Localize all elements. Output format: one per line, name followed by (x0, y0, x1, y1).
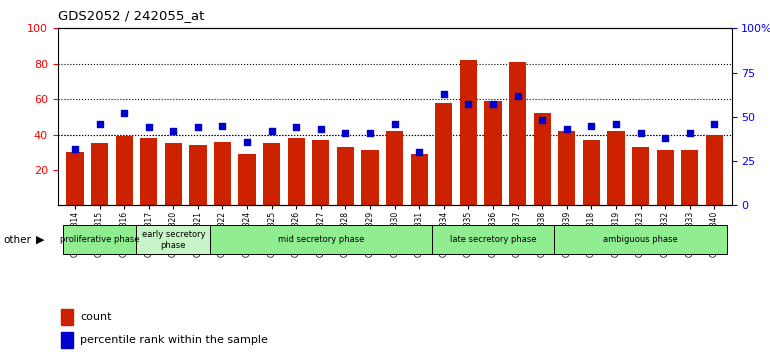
Point (437, 91, 450, 97)
Bar (632, 147, 649, 205)
Bar (61, 309, 73, 325)
Bar (534, 113, 551, 205)
Point (684, 130, 696, 136)
Bar (386, 131, 403, 205)
Point (142, 125, 155, 130)
Bar (583, 140, 600, 205)
FancyBboxPatch shape (554, 225, 727, 254)
Text: ambiguous phase: ambiguous phase (603, 235, 678, 244)
Point (708, 121, 721, 127)
Point (266, 128, 278, 134)
Point (290, 125, 303, 130)
FancyBboxPatch shape (136, 225, 210, 254)
Text: early secretory
phase: early secretory phase (142, 230, 205, 250)
Point (462, 102, 474, 107)
Point (315, 126, 327, 132)
Point (634, 130, 647, 136)
Bar (484, 101, 501, 205)
Text: mid secretory phase: mid secretory phase (278, 235, 364, 244)
Point (388, 121, 400, 127)
Bar (313, 140, 330, 205)
Bar (681, 150, 698, 205)
Bar (116, 136, 132, 205)
Point (659, 135, 671, 141)
Text: other: other (3, 235, 31, 245)
Bar (460, 60, 477, 205)
Bar (239, 154, 256, 205)
Point (340, 130, 352, 136)
FancyBboxPatch shape (431, 225, 554, 254)
Bar (91, 143, 108, 205)
Text: ▶: ▶ (36, 235, 45, 245)
Bar (410, 154, 428, 205)
Bar (263, 143, 280, 205)
Bar (608, 131, 624, 205)
Text: count: count (80, 312, 112, 322)
Bar (558, 131, 575, 205)
Bar (140, 138, 157, 205)
Bar (657, 150, 674, 205)
Bar (288, 138, 305, 205)
Point (364, 130, 377, 136)
Point (487, 102, 499, 107)
Point (413, 149, 425, 155)
Point (69, 146, 81, 152)
Point (93, 121, 105, 127)
Bar (189, 145, 206, 205)
Bar (61, 332, 73, 348)
Point (585, 123, 598, 129)
FancyBboxPatch shape (62, 225, 136, 254)
Text: percentile rank within the sample: percentile rank within the sample (80, 335, 268, 345)
Point (511, 93, 524, 98)
Bar (361, 150, 379, 205)
Point (241, 139, 253, 144)
Point (118, 110, 130, 116)
Bar (165, 143, 182, 205)
Point (561, 126, 573, 132)
Point (536, 118, 548, 123)
Text: late secretory phase: late secretory phase (450, 235, 536, 244)
Bar (435, 103, 453, 205)
Point (167, 128, 179, 134)
Text: proliferative phase: proliferative phase (60, 235, 139, 244)
Text: GDS2052 / 242055_at: GDS2052 / 242055_at (58, 9, 204, 22)
Bar (214, 142, 231, 205)
Point (216, 123, 229, 129)
Bar (509, 62, 526, 205)
Point (192, 125, 204, 130)
Bar (66, 152, 84, 205)
Bar (705, 135, 723, 205)
Point (610, 121, 622, 127)
Bar (336, 147, 354, 205)
FancyBboxPatch shape (210, 225, 431, 254)
